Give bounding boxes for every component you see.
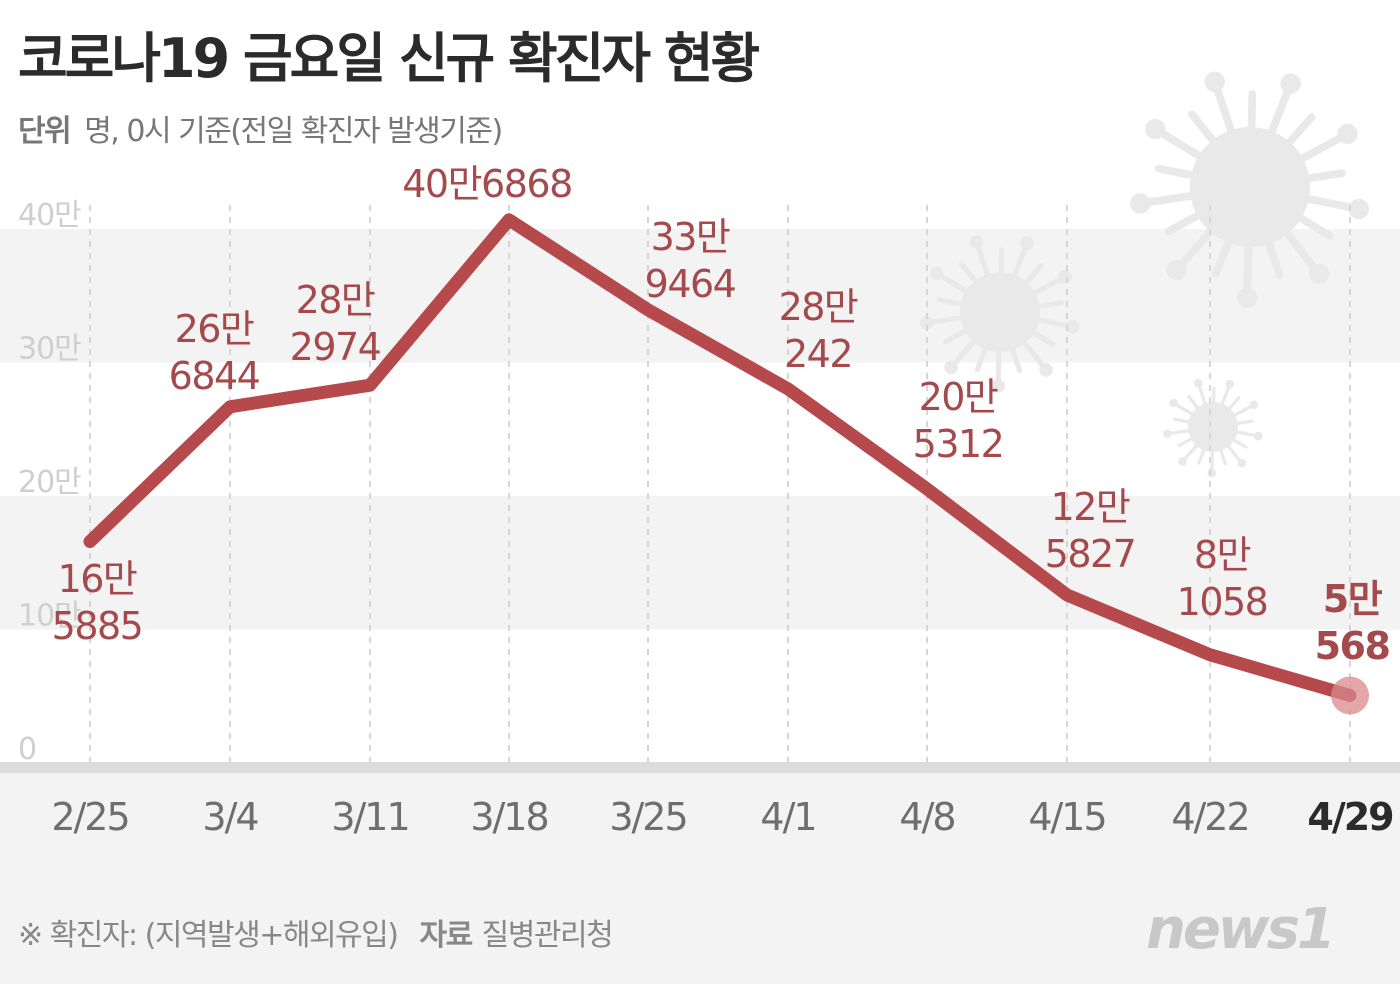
data-label: 28만 2974 bbox=[290, 278, 381, 369]
end-point-marker bbox=[1331, 676, 1369, 715]
virus-icon bbox=[1130, 71, 1369, 309]
source-label: 자료 bbox=[419, 918, 473, 953]
data-label: 5만 568 bbox=[1315, 577, 1390, 668]
data-label: 12만 5827 bbox=[1045, 485, 1136, 576]
x-axis-baseline bbox=[0, 762, 1400, 773]
y-tick-label: 20만 bbox=[18, 465, 81, 500]
footnote-note: ※ 확진자: (지역발생+해외유입) bbox=[18, 918, 399, 953]
x-tick-label: 3/4 bbox=[202, 795, 258, 839]
x-tick-label: 3/11 bbox=[331, 795, 408, 839]
y-tick-label: 10만 bbox=[18, 599, 81, 634]
data-line bbox=[83, 213, 1357, 702]
y-tick-label: 0 bbox=[18, 732, 36, 767]
virus-icon bbox=[920, 235, 1080, 393]
chart-subtitle: 단위 명, 0시 기준(전일 확진자 발생기준) bbox=[18, 106, 503, 150]
x-tick-label: 4/8 bbox=[899, 795, 954, 839]
chart-title: 코로나19 금요일 신규 확진자 현황 bbox=[18, 27, 760, 90]
data-label: 26만 6844 bbox=[169, 307, 260, 398]
news1-logo: news1 bbox=[1146, 897, 1336, 962]
data-label: 33만 9464 bbox=[645, 215, 736, 306]
data-label: 20만 5312 bbox=[913, 375, 1004, 466]
x-tick-label: 2/25 bbox=[51, 795, 128, 839]
data-label: 40만6868 bbox=[402, 162, 572, 206]
unit-text: 명, 0시 기준(전일 확진자 발생기준) bbox=[84, 114, 503, 149]
footnote: ※ 확진자: (지역발생+해외유입) 자료 질병관리청 bbox=[18, 910, 614, 954]
x-tick-label: 4/15 bbox=[1028, 795, 1105, 839]
x-tick-label: 3/25 bbox=[609, 795, 686, 839]
logo-text: news1 bbox=[1146, 897, 1333, 962]
data-label: 8만 1058 bbox=[1177, 533, 1268, 624]
y-tick-label: 30만 bbox=[18, 332, 81, 367]
grid-band bbox=[0, 496, 1400, 630]
x-axis-area bbox=[0, 773, 1400, 984]
x-tick-label: 4/1 bbox=[760, 795, 815, 839]
x-tick-label: 3/18 bbox=[470, 795, 547, 839]
y-tick-label: 40만 bbox=[18, 198, 81, 233]
data-label: 16만 5885 bbox=[52, 557, 143, 648]
x-tick-label: 4/29 bbox=[1307, 795, 1393, 839]
x-tick-label: 4/22 bbox=[1171, 795, 1248, 839]
data-label: 28만 242 bbox=[779, 285, 858, 376]
source-name: 질병관리청 bbox=[481, 918, 614, 953]
unit-label: 단위 bbox=[18, 114, 72, 149]
virus-icon bbox=[1163, 378, 1263, 478]
